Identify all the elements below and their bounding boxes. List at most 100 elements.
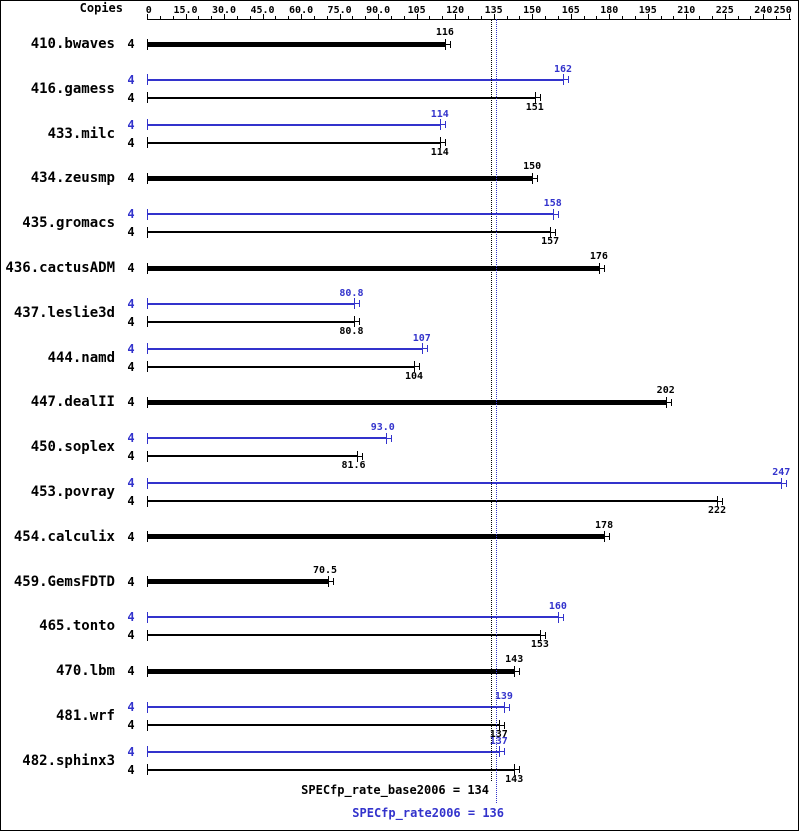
bar-startcap <box>147 137 148 149</box>
axis-tick-label: 15.0 <box>173 5 198 16</box>
axis-minor-tick <box>442 16 444 19</box>
bar-startcap <box>147 719 148 731</box>
copies-value-peak: 4 <box>127 744 135 759</box>
base-bar <box>147 634 540 637</box>
bar-whisker <box>514 769 520 771</box>
bar-whisker <box>356 455 362 457</box>
bar-endcap <box>519 667 521 675</box>
axis-major-tick <box>378 14 380 19</box>
bar-endcap <box>333 578 335 586</box>
axis-minor-tick <box>480 16 482 19</box>
base-bar <box>147 534 605 540</box>
base-value-label: 151 <box>525 101 544 113</box>
base-bar <box>147 768 515 771</box>
copies-value-base: 4 <box>127 529 135 544</box>
copies-value-peak: 4 <box>127 476 135 490</box>
benchmark-label: 433.milc <box>47 125 115 142</box>
peak-value-label: 160 <box>548 601 567 613</box>
copies-value-base: 4 <box>127 314 135 329</box>
copies-value-peak: 4 <box>127 117 135 132</box>
axis-major-tick <box>339 14 341 19</box>
peak-bar <box>147 213 553 216</box>
axis-major-tick <box>763 14 765 19</box>
axis-minor-tick <box>390 16 392 19</box>
axis-minor-tick <box>711 16 713 19</box>
axis-tick-label: 165 <box>561 5 580 16</box>
axis-minor-tick <box>429 16 431 19</box>
peak-value-label: 137 <box>489 735 508 747</box>
base-value-label: 116 <box>435 27 454 38</box>
axis-major-tick <box>455 14 457 19</box>
bar-endcap <box>390 434 392 442</box>
base-summary-label: SPECfp_rate_base2006 = 134 <box>301 783 489 797</box>
bar-endcap <box>786 479 788 487</box>
bar-whisker <box>563 79 569 81</box>
peak-summary-label: SPECfp_rate2006 = 136 <box>352 806 504 820</box>
bar-whisker <box>604 536 610 538</box>
base-value-label: 178 <box>595 519 614 531</box>
peak-bar <box>147 347 422 350</box>
bar-whisker <box>598 267 604 269</box>
axis-tick-label: 30.0 <box>211 5 237 16</box>
bar-endcap <box>503 721 505 729</box>
base-value-label: 153 <box>530 639 549 651</box>
bar-whisker <box>498 724 504 726</box>
axis-minor-tick <box>313 16 315 19</box>
axis-tick-label: 60.0 <box>289 5 314 16</box>
bar-whisker <box>534 97 540 99</box>
bar-startcap <box>147 361 148 373</box>
base-bar <box>147 96 535 99</box>
benchmark-label: 454.calculix <box>13 528 115 545</box>
bar-endcap <box>419 363 421 371</box>
base-value-label: 137 <box>489 729 508 740</box>
peak-bar <box>147 482 782 484</box>
benchmark-label: 447.dealII <box>30 394 115 411</box>
peak-value-label: 114 <box>430 108 449 120</box>
bar-startcap <box>147 495 148 507</box>
copies-value-base: 4 <box>127 718 135 732</box>
bar-startcap <box>147 764 148 776</box>
base-bar <box>147 365 415 368</box>
axis-major-tick <box>185 14 187 19</box>
peak-bar <box>147 302 355 305</box>
copies-value-base: 4 <box>127 574 135 589</box>
copies-value-peak: 4 <box>127 700 135 714</box>
base-bar <box>147 668 515 674</box>
bar-whisker <box>354 303 360 305</box>
bar-endcap <box>609 533 611 541</box>
axis-minor-tick <box>249 16 251 19</box>
axis-minor-tick <box>750 16 752 19</box>
copies-value-base: 4 <box>127 90 135 105</box>
bar-endcap <box>361 452 363 460</box>
bar-whisker <box>717 500 723 502</box>
bar-startcap <box>147 172 148 184</box>
axis-major-tick <box>570 14 572 19</box>
bar-startcap <box>147 665 148 677</box>
bar-endcap <box>503 748 505 756</box>
base-bar <box>147 265 599 271</box>
axis-major-tick <box>789 14 790 19</box>
axis-tick-label: 210 <box>677 5 696 16</box>
axis-tick-label: 105 <box>407 5 426 16</box>
peak-bar <box>147 78 564 81</box>
peak-bar <box>147 437 386 440</box>
bar-whisker <box>550 231 556 233</box>
benchmark-label: 450.soplex <box>30 439 115 456</box>
copies-value-base: 4 <box>127 762 135 777</box>
base-value-label: 81.6 <box>341 460 366 472</box>
axis-minor-tick <box>545 16 547 19</box>
copies-value-peak: 4 <box>127 72 135 87</box>
bar-whisker <box>503 706 509 708</box>
axis-tick-label: 225 <box>715 5 734 16</box>
base-value-label: 143 <box>505 654 524 666</box>
bar-startcap <box>147 119 148 131</box>
axis-major-tick <box>262 14 264 19</box>
axis-major-tick <box>724 14 726 19</box>
copies-value-base: 4 <box>127 171 135 186</box>
axis-minor-tick <box>403 16 405 19</box>
bar-startcap <box>147 432 148 444</box>
bar-endcap <box>670 398 672 406</box>
axis-tick-label: 240 <box>754 5 773 16</box>
benchmark-label: 436.cactusADM <box>5 260 115 276</box>
